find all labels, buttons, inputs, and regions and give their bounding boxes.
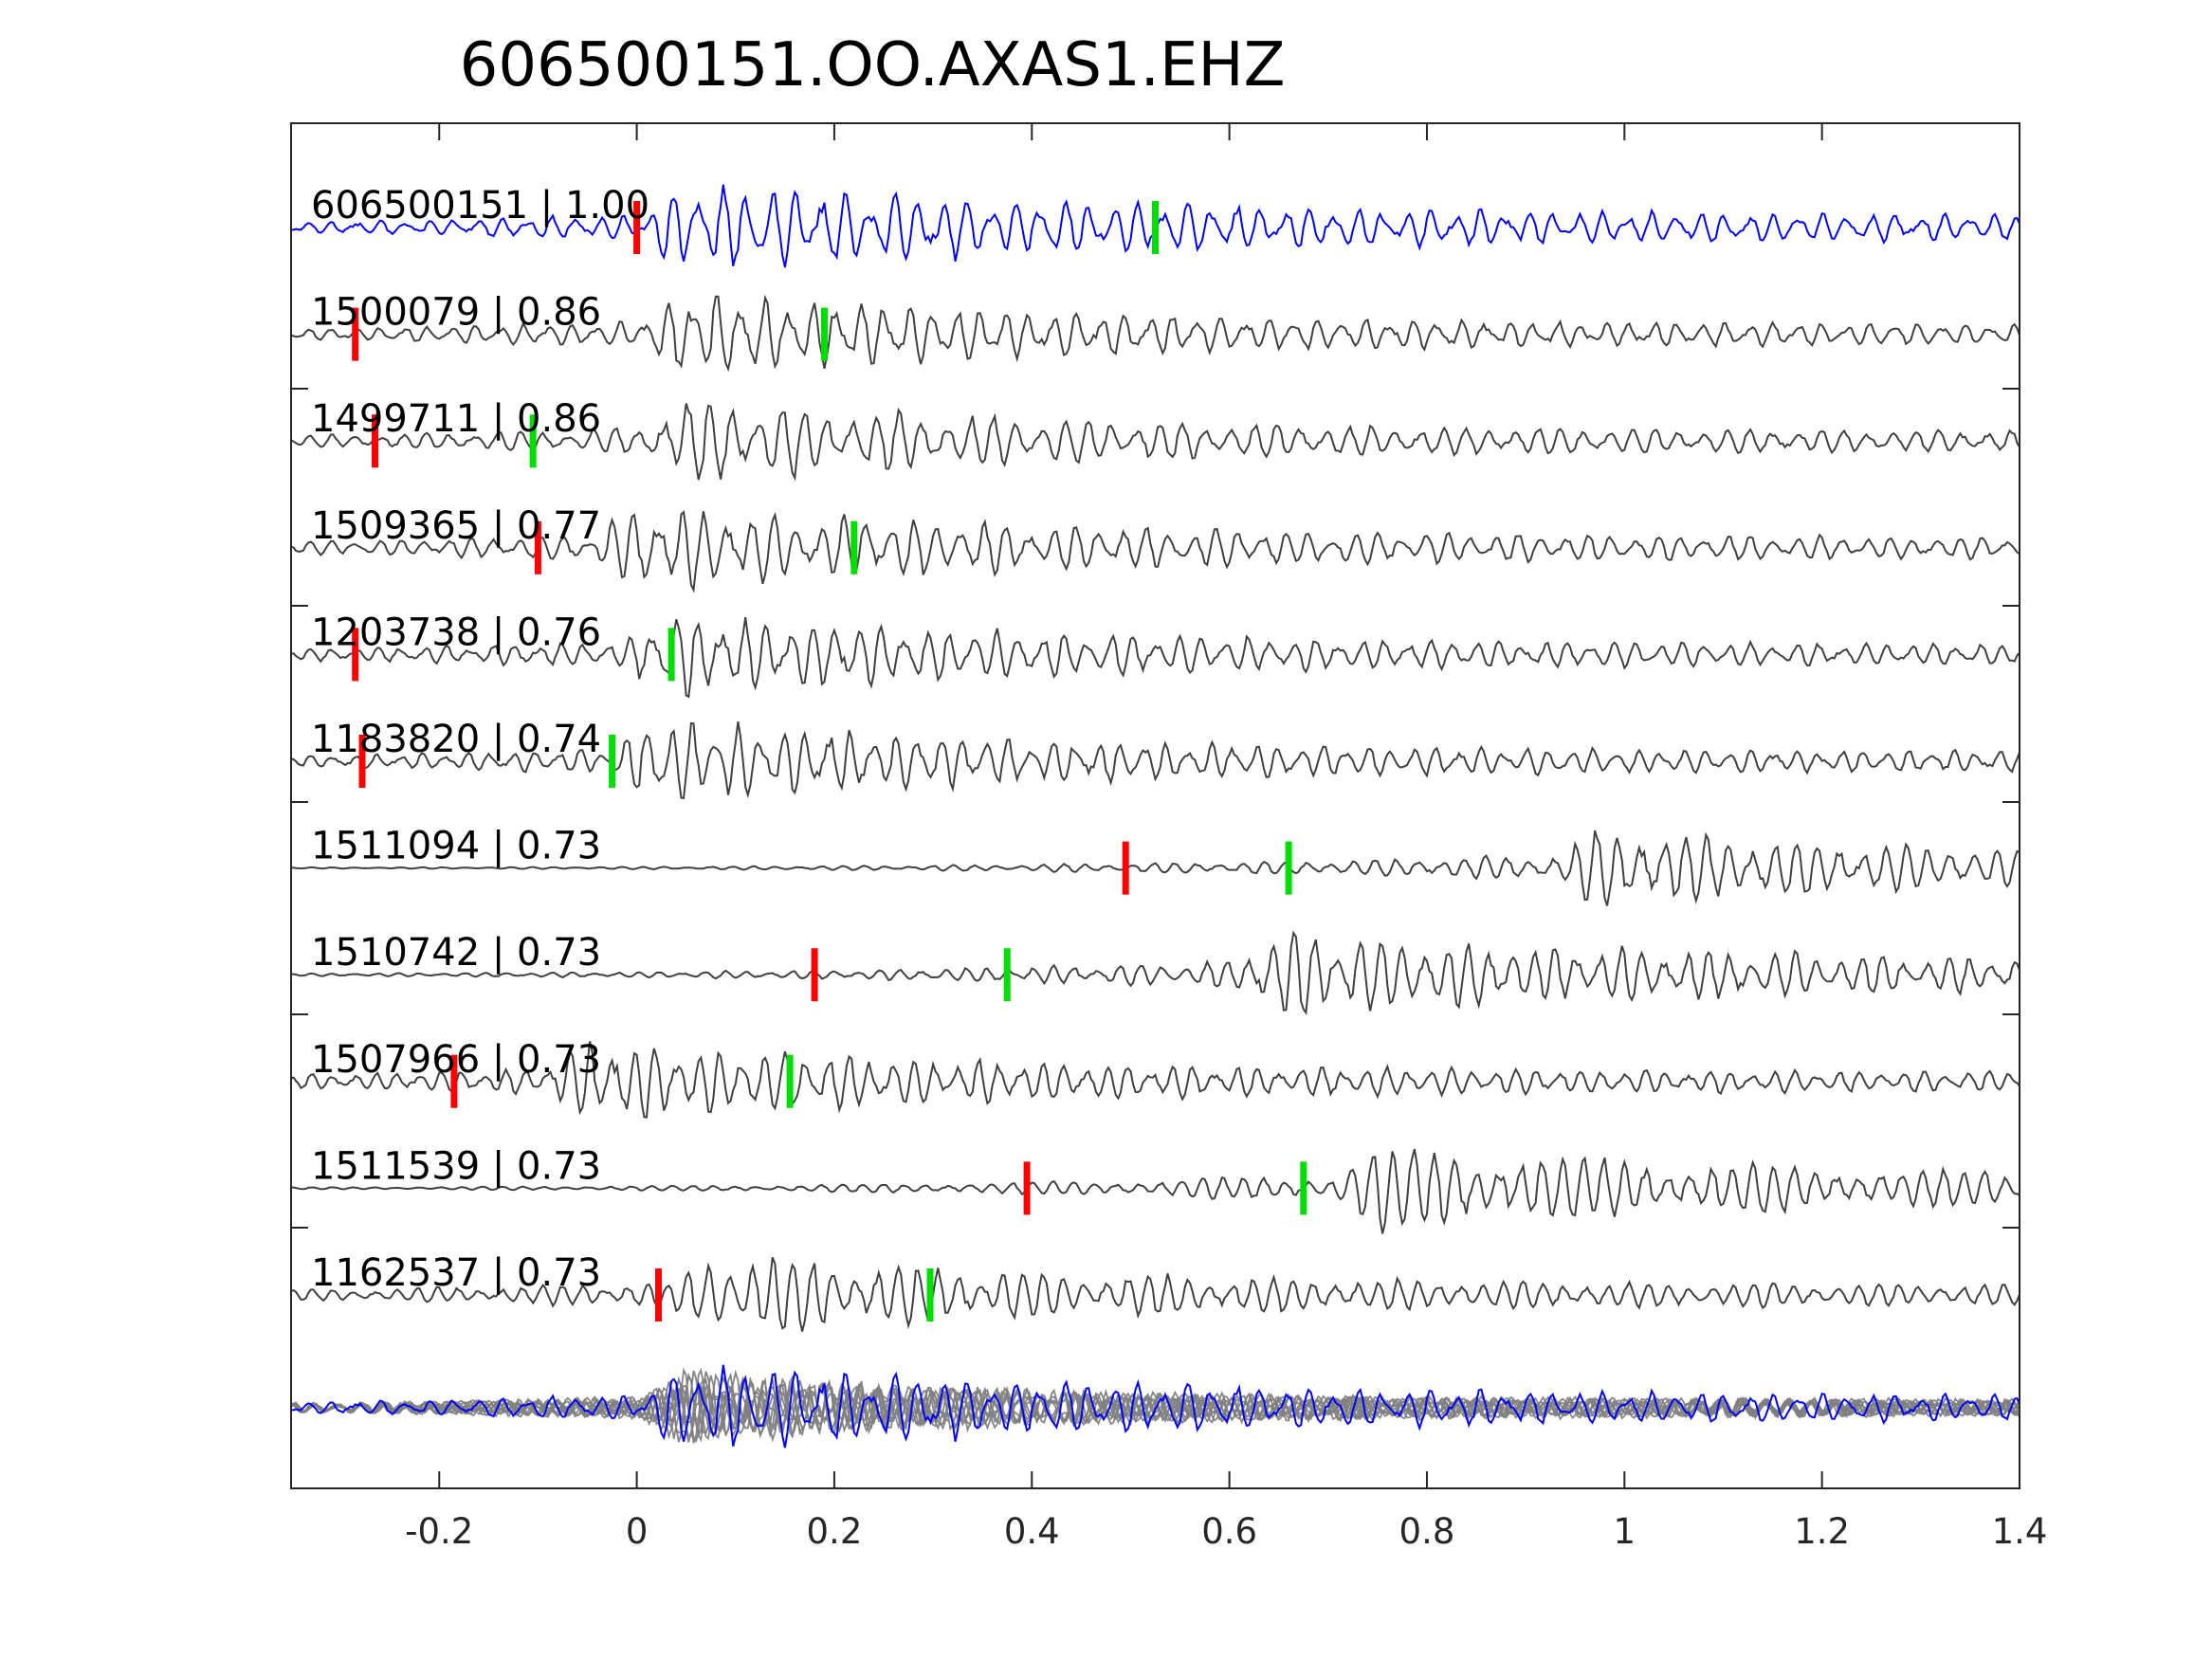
waveform-trace (290, 1256, 2020, 1332)
waveform-trace (290, 616, 2020, 699)
trace-label: 1510742 | 0.73 (311, 931, 601, 975)
x-tick-label: 1.4 (1992, 1511, 2048, 1552)
trace-label: 1511539 | 0.73 (311, 1144, 601, 1188)
trace-label: 1509365 | 0.77 (311, 504, 601, 548)
y-axis-ticks (291, 388, 2020, 1229)
stack-trace (290, 1376, 2020, 1440)
x-tick-label: 0.8 (1399, 1511, 1455, 1552)
trace-label: 1499711 | 0.86 (311, 397, 601, 441)
x-tick-label: 1.2 (1794, 1511, 1850, 1552)
x-axis: -0.2 0 0.2 0.4 0.6 0.8 1 1.2 1.4 (405, 123, 2047, 1552)
waveform-trace (290, 930, 2020, 1016)
trace-label: 1511094 | 0.73 (311, 825, 601, 868)
chart-title: 606500151.OO.AXAS1.EHZ (460, 30, 1286, 100)
waveform-trace (290, 1041, 2020, 1119)
trace-label: 1203738 | 0.76 (311, 611, 601, 654)
trace-label: 1183820 | 0.74 (311, 718, 601, 761)
waveform-trace (290, 403, 2020, 482)
x-tick-label: -0.2 (405, 1511, 473, 1552)
x-tick-label: 0 (626, 1511, 649, 1552)
waveform-trace (290, 1148, 2020, 1234)
waveform-trace (290, 720, 2020, 799)
waveform-trace (290, 830, 2020, 906)
plot-area (290, 184, 2020, 1449)
trace-label: 1162537 | 0.73 (311, 1251, 601, 1295)
trace-label: 1507966 | 0.73 (311, 1038, 601, 1082)
trace-label: 606500151 | 1.00 (311, 184, 649, 228)
trace-labels: 606500151 | 1.00 1500079 | 0.86 1499711 | … (311, 184, 649, 1295)
trace-label: 1500079 | 0.86 (311, 291, 601, 335)
x-tick-label: 0.6 (1201, 1511, 1257, 1552)
x-tick-label: 0.4 (1004, 1511, 1060, 1552)
waveform-trace (290, 294, 2020, 373)
x-tick-label: 0.2 (807, 1511, 863, 1552)
waveform-trace (290, 510, 2020, 593)
stack-template-trace (291, 1364, 2020, 1449)
x-tick-label: 1 (1614, 1511, 1636, 1552)
axes-frame (290, 122, 2020, 1489)
